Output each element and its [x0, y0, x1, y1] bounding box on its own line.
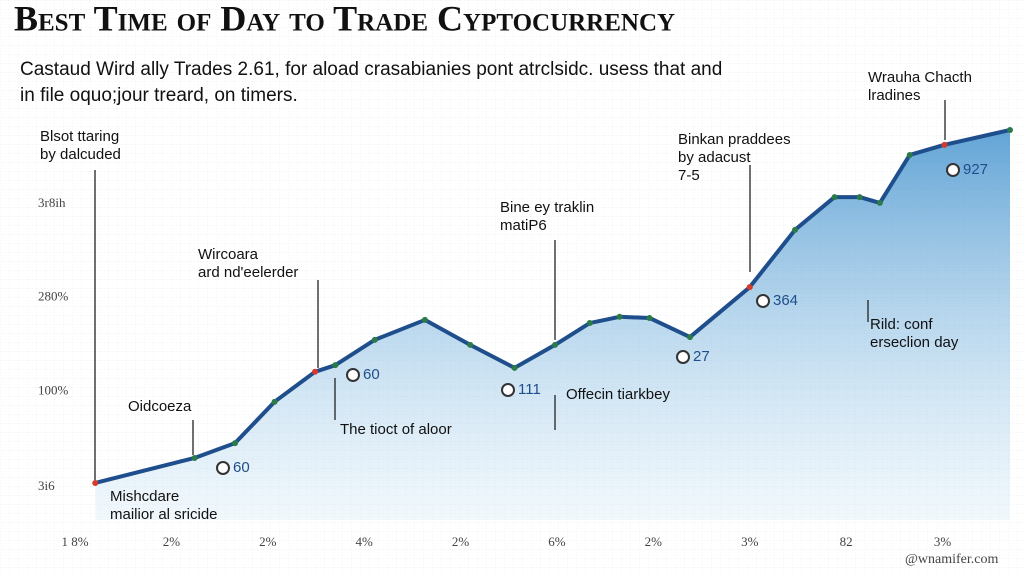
callout-label: 364	[773, 292, 798, 309]
point	[686, 334, 693, 341]
callout-label: 111	[518, 381, 541, 398]
annotation: 7-5	[678, 167, 700, 184]
y-tick-label: 100%	[38, 382, 69, 397]
point	[232, 440, 239, 447]
x-tick-label: 2%	[259, 534, 277, 549]
point	[371, 336, 378, 343]
x-tick-label: 3%	[934, 534, 952, 549]
callout-label: 927	[963, 161, 988, 178]
callout-icon	[676, 350, 690, 364]
point	[511, 364, 518, 371]
point	[876, 199, 883, 206]
annotation: matiP6	[500, 217, 547, 234]
callout-label: 60	[363, 366, 380, 383]
point	[421, 316, 428, 323]
annotation: The tioct of aloor	[340, 421, 452, 438]
annotation: by dalcuded	[40, 146, 121, 163]
callout-icon	[501, 383, 515, 397]
annotation: Binkan praddees	[678, 131, 791, 148]
annotation: erseclion day	[870, 334, 959, 351]
point	[746, 284, 753, 291]
callout-icon	[946, 163, 960, 177]
point	[467, 341, 474, 348]
x-tick-label: 2%	[645, 534, 663, 549]
point	[856, 194, 863, 201]
point	[552, 341, 559, 348]
point	[792, 226, 799, 233]
y-tick-label: 280%	[38, 289, 69, 304]
x-tick-label: 2%	[163, 534, 181, 549]
annotation: ard nd'eelerder	[198, 264, 298, 281]
subtitle: in file oquo;jour treard, on timers.	[20, 85, 298, 106]
annotation: Bine ey traklin	[500, 199, 594, 216]
annotation: mailior al sricide	[110, 506, 218, 523]
x-tick-label: 82	[840, 534, 853, 549]
callout-label: 60	[233, 459, 250, 476]
x-tick-label: 4%	[356, 534, 374, 549]
x-tick-label: 6%	[548, 534, 566, 549]
annotation: Oidcoeza	[128, 398, 192, 415]
y-tick-label: 3i6	[38, 478, 55, 493]
point	[271, 398, 278, 405]
subtitle: Castaud Wird ally Trades 2.61, for aload…	[20, 59, 722, 80]
point	[191, 454, 198, 461]
point	[312, 368, 319, 375]
watermark: @wnamifer.com	[905, 552, 998, 567]
annotation: Rild: conf	[870, 316, 933, 333]
y-tick-label: 3r8ih	[38, 195, 66, 210]
annotation: Mishcdare	[110, 488, 179, 505]
callout-icon	[216, 461, 230, 475]
callout-icon	[756, 294, 770, 308]
point	[941, 141, 948, 148]
chart-title: Best Time of Day to Trade Cyptocurrency	[14, 0, 675, 38]
point	[831, 194, 838, 201]
annotation: lradines	[868, 87, 921, 104]
annotation: by adacust	[678, 149, 751, 166]
x-tick-label: 3%	[741, 534, 759, 549]
point	[1007, 127, 1013, 133]
annotation: Wircoara	[198, 246, 259, 263]
point	[646, 314, 653, 321]
callout-label: 27	[693, 348, 710, 365]
x-tick-label: 2%	[452, 534, 470, 549]
annotation: Offecin tiarkbey	[566, 386, 670, 403]
area	[95, 130, 1011, 520]
point	[586, 320, 593, 327]
point	[332, 362, 339, 369]
point	[906, 151, 913, 158]
callout-icon	[346, 368, 360, 382]
point	[616, 313, 623, 320]
annotation: Wrauha Chacth	[868, 69, 972, 86]
x-tick-label: 1 8%	[61, 534, 88, 549]
point	[92, 479, 99, 486]
annotation: Blsot ttaring	[40, 128, 119, 145]
